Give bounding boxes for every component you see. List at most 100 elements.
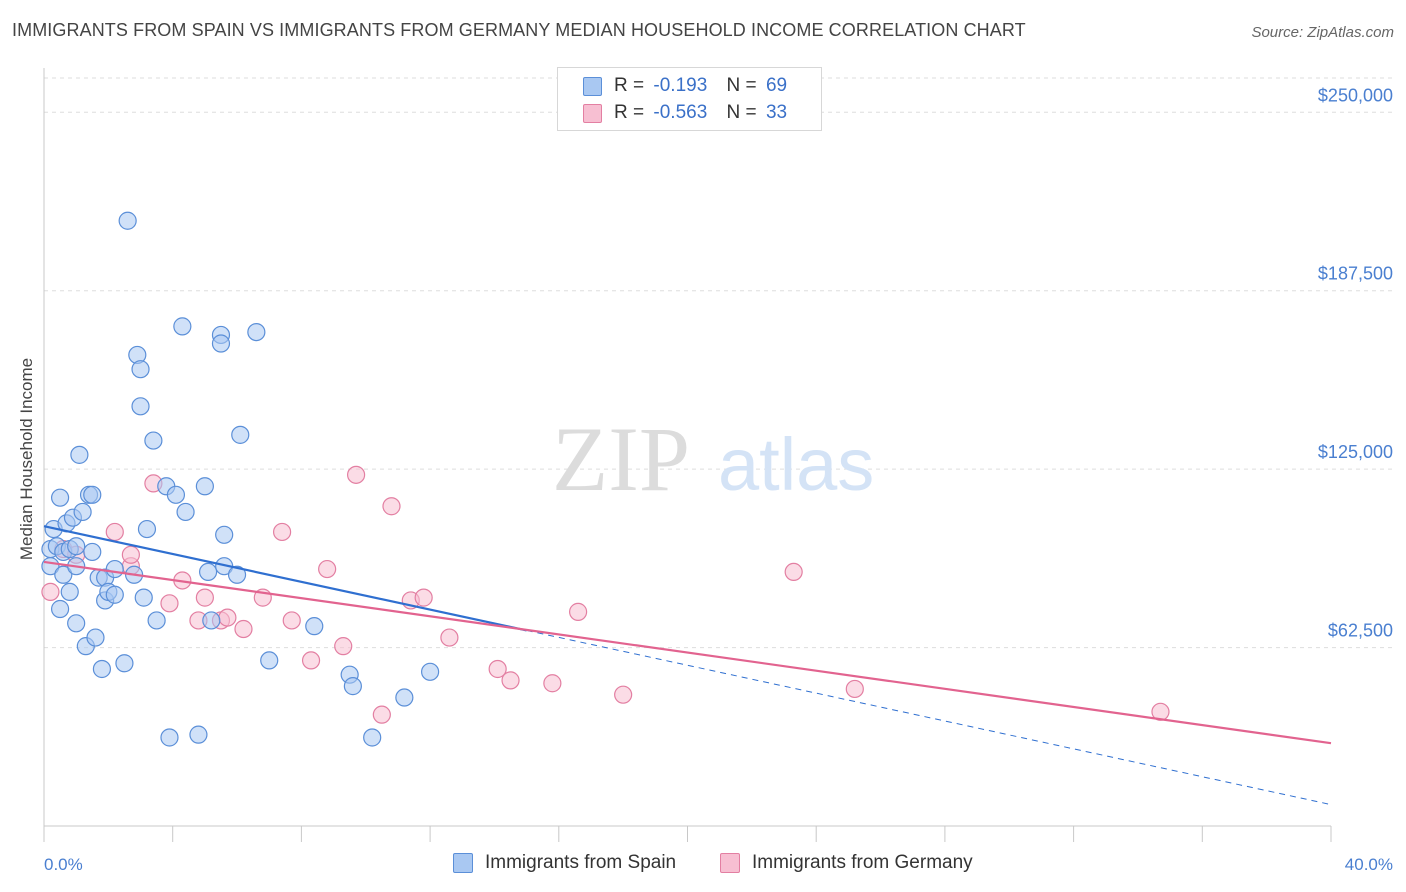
data-point <box>105 559 124 579</box>
data-point <box>501 671 520 690</box>
trend-line-germany <box>43 560 1332 745</box>
watermark: ZIP atlas <box>552 408 874 510</box>
trend-lines <box>43 525 1332 806</box>
germany-n-label: N = <box>726 102 757 123</box>
data-point <box>70 445 89 464</box>
data-point <box>54 565 73 584</box>
data-point <box>543 674 562 693</box>
data-point <box>83 485 102 504</box>
spain-r-value: -0.193 <box>653 75 708 96</box>
data-point <box>272 522 292 542</box>
data-point <box>86 628 105 647</box>
data-point <box>118 211 137 230</box>
data-point <box>131 397 150 416</box>
data-point <box>382 497 401 516</box>
data-point <box>121 545 140 564</box>
data-point <box>234 619 253 639</box>
data-point <box>134 588 153 607</box>
data-point <box>569 602 588 621</box>
legend-label-spain: Immigrants from Spain <box>485 852 677 873</box>
x-tick-label-min: 0.0% <box>44 855 83 874</box>
data-point <box>614 685 633 704</box>
trend-line-spain <box>43 525 527 632</box>
legend-swatch-spain <box>453 853 473 873</box>
data-point <box>92 659 112 679</box>
data-point <box>334 637 353 656</box>
data-point <box>488 659 507 679</box>
legend-label-germany: Immigrants from Germany <box>752 852 973 873</box>
germany-swatch <box>583 104 602 123</box>
x-tick-label-max: 40.0% <box>1345 855 1393 874</box>
spain-swatch <box>583 77 602 96</box>
y-tick-label: $250,000 <box>1318 85 1393 105</box>
data-point <box>67 614 86 633</box>
data-point <box>202 611 221 630</box>
data-point <box>50 488 70 507</box>
data-point <box>305 617 324 636</box>
spain-r-label: R = <box>614 75 645 96</box>
data-point <box>301 651 321 670</box>
data-point <box>160 728 179 747</box>
data-point <box>260 651 279 670</box>
data-point <box>440 628 459 647</box>
data-point <box>215 525 234 544</box>
data-point <box>218 608 237 627</box>
data-point <box>147 611 166 630</box>
legend-swatch-germany <box>720 853 740 873</box>
data-point <box>845 679 864 699</box>
data-point <box>166 485 186 504</box>
data-point <box>115 654 134 673</box>
y-tick-label: $62,500 <box>1328 621 1393 641</box>
data-point <box>137 519 157 539</box>
data-point <box>67 537 86 556</box>
data-point <box>282 611 301 630</box>
data-point <box>414 588 433 607</box>
y-tick-label: $187,500 <box>1318 264 1393 284</box>
data-point <box>395 688 414 707</box>
data-point <box>372 705 391 724</box>
data-point <box>363 728 382 747</box>
data-point <box>318 559 337 579</box>
y-tick-label: $125,000 <box>1318 442 1393 462</box>
data-point <box>231 425 250 444</box>
watermark-atlas: atlas <box>718 423 874 506</box>
data-point <box>60 582 79 601</box>
data-point <box>176 502 195 522</box>
y-tick-labels: $62,500 $125,000 $187,500 $250,000 <box>1318 85 1393 640</box>
data-point <box>227 565 247 584</box>
series-spain <box>41 211 440 747</box>
correlation-stats-box: R = -0.193 N = 69 R = -0.563 N = 33 <box>557 67 822 131</box>
grid-lines <box>44 77 1393 649</box>
data-point <box>50 599 70 619</box>
data-point <box>41 582 60 601</box>
data-point <box>211 334 231 353</box>
data-point <box>346 465 366 484</box>
chart-title: IMMIGRANTS FROM SPAIN VS IMMIGRANTS FROM… <box>12 20 1026 40</box>
data-point <box>195 477 214 496</box>
watermark-zip: ZIP <box>552 408 690 510</box>
data-point <box>73 502 92 522</box>
data-point <box>160 594 179 613</box>
spain-n-label: N = <box>726 75 757 96</box>
data-point <box>105 522 124 542</box>
germany-n-value: 33 <box>765 102 788 123</box>
data-point <box>144 431 163 450</box>
data-point <box>247 322 266 342</box>
data-point <box>173 317 192 336</box>
data-point <box>1151 702 1170 721</box>
x-axis-ticks <box>43 826 1332 842</box>
data-point <box>343 677 362 696</box>
trend-line-spain <box>526 629 1332 806</box>
x-tick-labels: 0.0% 40.0% <box>44 855 1393 874</box>
germany-r-label: R = <box>614 102 645 123</box>
spain-n-value: 69 <box>765 75 788 96</box>
data-point <box>198 562 218 582</box>
data-point <box>421 662 440 681</box>
data-point <box>784 562 803 582</box>
data-point <box>105 585 124 604</box>
data-point <box>131 360 150 379</box>
germany-r-value: -0.563 <box>653 102 708 123</box>
data-point <box>189 725 208 744</box>
data-point <box>195 588 214 607</box>
